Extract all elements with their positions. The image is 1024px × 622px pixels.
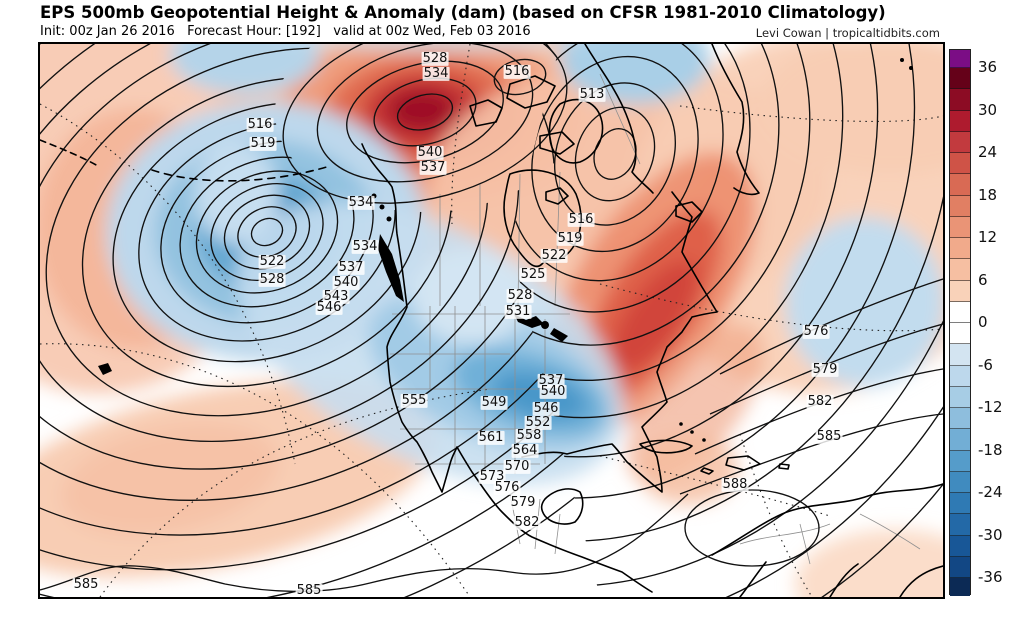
anomaly-colorbar: [949, 49, 971, 596]
contour-label: 534: [351, 238, 379, 254]
colorbar-cell: [950, 578, 970, 596]
colorbar-cell: [950, 259, 970, 281]
contour-label: 528: [258, 271, 286, 287]
contour-label: 537: [337, 259, 365, 275]
contour-label: 579: [509, 494, 537, 510]
contour-label: 585: [815, 428, 843, 444]
contour-label: 540: [539, 383, 567, 399]
colorbar-cell: [950, 110, 970, 132]
contour-label: 534: [422, 65, 450, 81]
contour-label: 537: [419, 159, 447, 175]
colorbar-cell: [950, 471, 970, 493]
colorbar-cell: [950, 514, 970, 536]
colorbar-cell: [950, 323, 970, 345]
contour-label: 576: [802, 323, 830, 339]
colorbar-cell: [950, 195, 970, 217]
page-title: EPS 500mb Geopotential Height & Anomaly …: [40, 3, 886, 22]
forecast-info-line: Init: 00z Jan 26 2016 Forecast Hour: [19…: [40, 24, 531, 39]
colorbar-cell: [950, 89, 970, 111]
contour-label: 573: [478, 468, 506, 484]
contour-label: 516: [503, 63, 531, 79]
colorbar-tick-label: -36: [978, 568, 1003, 586]
contour-label: 522: [540, 247, 568, 263]
contour-label: 579: [811, 361, 839, 377]
colorbar-tick-label: 12: [978, 228, 998, 246]
contour-label: 513: [578, 86, 606, 102]
colorbar-cell: [950, 238, 970, 260]
contour-label: 522: [258, 253, 286, 269]
colorbar-cell: [950, 174, 970, 196]
colorbar-cell: [950, 365, 970, 387]
colorbar-tick-label: 30: [978, 100, 998, 119]
contour-label: 543: [322, 288, 350, 304]
contour-label: 519: [249, 135, 277, 151]
colorbar-cell: [950, 280, 970, 302]
colorbar-cell: [950, 386, 970, 408]
contour-label: 528: [421, 50, 449, 66]
contour-label: 516: [567, 211, 595, 227]
colorbar-cell: [950, 131, 970, 153]
colorbar-tick-label: -18: [978, 440, 1003, 459]
contour-label: 531: [504, 303, 532, 319]
colorbar-cell: [950, 556, 970, 578]
contour-label: 546: [315, 299, 343, 315]
contour-label: 570: [503, 458, 531, 474]
map-canvas: 528 534 516 513 540 537 516 519 534 534 537 540 543 5…: [40, 44, 943, 597]
colorbar-tick-label: -12: [978, 398, 1003, 416]
contour-label: 534: [347, 194, 375, 210]
colorbar-tick-label: 24: [978, 143, 998, 161]
colorbar-cell: [950, 429, 970, 451]
contour-label: 561: [477, 429, 505, 445]
contour-label: 585: [72, 576, 100, 592]
colorbar-tick-label: -6: [978, 355, 993, 374]
contour-label: 528: [506, 287, 534, 303]
coastlines: [40, 44, 943, 597]
contour-label: 585: [295, 582, 323, 598]
contour-label: 546: [532, 400, 560, 416]
contour-label: 516: [246, 116, 274, 132]
map-frame: 528 534 516 513 540 537 516 519 534 534 537 540 543 5…: [38, 42, 945, 599]
colorbar-tick-label: 6: [978, 270, 988, 289]
colorbar-cell: [950, 153, 970, 175]
colorbar-tick-label: -30: [978, 525, 1003, 544]
colorbar-cell: [950, 216, 970, 238]
colorbar-cell: [950, 344, 970, 366]
contour-label: 564: [511, 442, 539, 458]
colorbar-cell: [950, 408, 970, 430]
credit-text: Levi Cowan | tropicaltidbits.com: [755, 26, 940, 40]
colorbar-tick-label: 0: [978, 313, 988, 331]
colorbar-tick-label: -24: [978, 483, 1003, 501]
colorbar-cell: [950, 68, 970, 90]
colorbar-cell: [950, 450, 970, 472]
contour-label: 555: [400, 392, 428, 408]
colorbar-cell: [950, 493, 970, 515]
colorbar-cell: [950, 50, 970, 68]
colorbar-cell: [950, 535, 970, 557]
contour-label: 540: [416, 144, 444, 160]
contour-label: 576: [493, 479, 521, 495]
contour-label: 519: [556, 230, 584, 246]
contour-label: 588: [721, 476, 749, 492]
colorbar-tick-label: 36: [978, 58, 998, 76]
contour-label: 537: [537, 372, 565, 388]
contour-label: 558: [515, 427, 543, 443]
contour-label: 525: [519, 266, 547, 282]
contour-label: 582: [806, 393, 834, 409]
colorbar-cell: [950, 301, 970, 323]
contour-label: 552: [524, 414, 552, 430]
colorbar-tick-label: 18: [978, 185, 998, 204]
contour-label: 549: [480, 394, 508, 410]
contour-map-graphic: [40, 44, 943, 597]
islands: [98, 58, 913, 442]
contour-label: 540: [332, 274, 360, 290]
contour-label: 582: [513, 514, 541, 530]
